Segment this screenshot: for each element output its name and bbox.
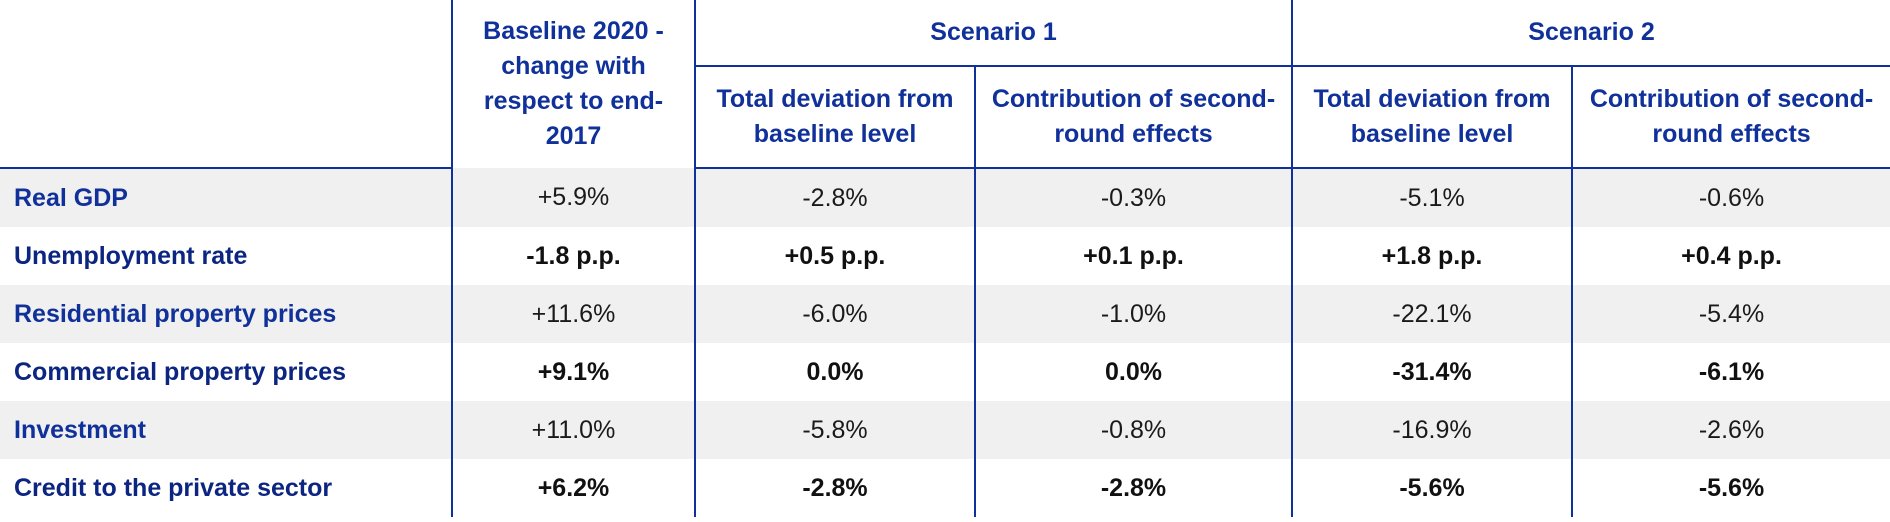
- row-label: Commercial property prices: [14, 357, 347, 386]
- cell-s2-total: -31.4%: [1291, 343, 1573, 401]
- header-baseline: Baseline 2020 - change with respect to e…: [451, 0, 695, 168]
- cell-baseline: +11.6%: [451, 285, 695, 343]
- table-body: Real GDP +5.9% -2.8% -0.3% -5.1% -0.6% U…: [0, 168, 1890, 517]
- table-row: Residential property prices +11.6% -6.0%…: [0, 285, 1890, 343]
- row-label: Unemployment rate: [14, 241, 248, 270]
- table-row: Investment +11.0% -5.8% -0.8% -16.9% -2.…: [0, 401, 1890, 459]
- cell-baseline: +11.0%: [451, 401, 695, 459]
- cell-s2-total: +1.8 p.p.: [1291, 227, 1573, 285]
- cell-s1-second: -1.0%: [973, 285, 1293, 343]
- cell-baseline: +5.9%: [451, 168, 695, 227]
- cell-s2-total: -5.1%: [1291, 168, 1573, 227]
- row-label: Credit to the private sector: [14, 473, 333, 502]
- table-row: Credit to the private sector +6.2% -2.8%…: [0, 459, 1890, 517]
- cell-s1-second: -2.8%: [973, 459, 1293, 517]
- cell-s2-second: -5.4%: [1571, 285, 1890, 343]
- header-s1-total-deviation: Total deviation from baseline level: [694, 66, 975, 169]
- cell-s1-total: -6.0%: [694, 285, 975, 343]
- header-corner: [0, 0, 452, 169]
- cell-s1-total: +0.5 p.p.: [694, 227, 975, 285]
- header-scenario-2: Scenario 2: [1291, 0, 1890, 67]
- header-s1-second-round: Contribution of second-round effects: [973, 66, 1293, 169]
- table-row: Commercial property prices +9.1% 0.0% 0.…: [0, 343, 1890, 401]
- cell-baseline: -1.8 p.p.: [451, 227, 695, 285]
- cell-s2-second: +0.4 p.p.: [1571, 227, 1890, 285]
- cell-s1-second: +0.1 p.p.: [973, 227, 1293, 285]
- cell-s2-second: -6.1%: [1571, 343, 1890, 401]
- row-label: Real GDP: [0, 168, 452, 227]
- cell-s2-second: -5.6%: [1571, 459, 1890, 517]
- header-s2-total-deviation: Total deviation from baseline level: [1291, 66, 1573, 169]
- cell-s2-second: -2.6%: [1571, 401, 1890, 459]
- cell-s2-total: -22.1%: [1291, 285, 1573, 343]
- cell-s1-total: -2.8%: [694, 168, 975, 227]
- cell-s2-total: -16.9%: [1291, 401, 1573, 459]
- table-row: Real GDP +5.9% -2.8% -0.3% -5.1% -0.6%: [0, 168, 1890, 227]
- cell-s1-total: 0.0%: [694, 343, 975, 401]
- cell-s2-second: -0.6%: [1571, 168, 1890, 227]
- header-s2-second-round: Contribution of second-round effects: [1571, 66, 1890, 169]
- cell-baseline: +6.2%: [451, 459, 695, 517]
- table-row: Unemployment rate -1.8 p.p. +0.5 p.p. +0…: [0, 227, 1890, 285]
- cell-baseline: +9.1%: [451, 343, 695, 401]
- row-label: Investment: [0, 401, 452, 459]
- cell-s1-second: -0.3%: [973, 168, 1293, 227]
- cell-s1-total: -5.8%: [694, 401, 975, 459]
- header-scenario-1: Scenario 1: [693, 0, 1293, 67]
- cell-s1-second: 0.0%: [973, 343, 1293, 401]
- table-header: Baseline 2020 - change with respect to e…: [0, 0, 1890, 169]
- cell-s1-total: -2.8%: [694, 459, 975, 517]
- row-label: Residential property prices: [0, 285, 452, 343]
- cell-s2-total: -5.6%: [1291, 459, 1573, 517]
- cell-s1-second: -0.8%: [973, 401, 1293, 459]
